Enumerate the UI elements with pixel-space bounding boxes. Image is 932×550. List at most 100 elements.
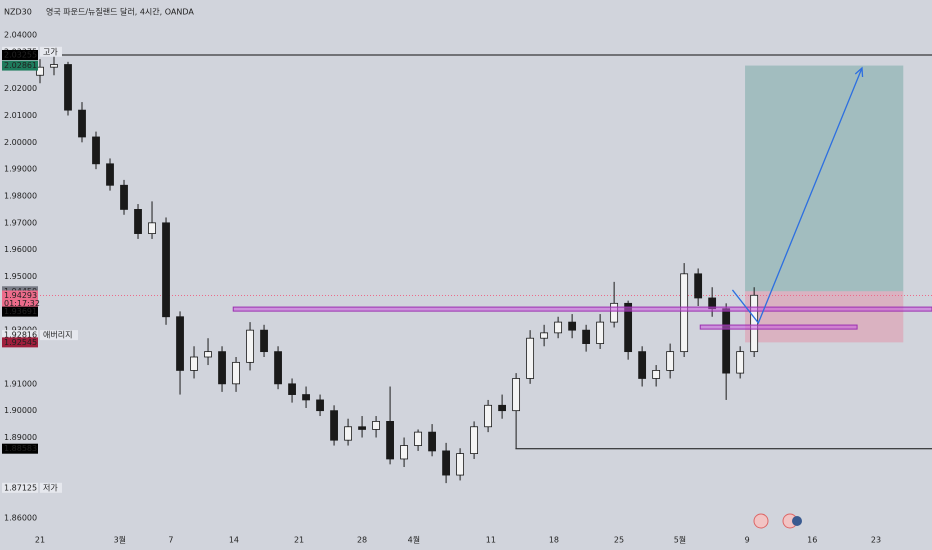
symbol: NZD30 xyxy=(4,8,32,17)
x-tick-label: 16 xyxy=(807,536,817,545)
y-tick-label: 2.02000 xyxy=(4,84,37,93)
y-tick-label: 1.99000 xyxy=(4,165,37,174)
candle-body xyxy=(358,426,366,430)
event-icon[interactable] xyxy=(753,513,769,529)
candle-body xyxy=(78,109,86,138)
price-label: 1.94293 xyxy=(4,291,37,300)
zone xyxy=(232,306,932,312)
candle-body xyxy=(274,351,282,385)
candle-body xyxy=(610,302,619,323)
candle-body xyxy=(526,337,535,379)
y-tick-label: 1.95000 xyxy=(4,272,37,281)
price-tag-box xyxy=(40,330,78,341)
x-tick-label: 28 xyxy=(357,536,367,545)
x-tick-label: 9 xyxy=(745,536,750,545)
x-tick-label: 4월 xyxy=(408,535,420,545)
candle-body xyxy=(442,450,450,476)
candle-body xyxy=(162,222,170,318)
y-tick-label: 1.98000 xyxy=(4,192,37,201)
x-tick-label: 11 xyxy=(486,536,496,545)
x-tick-label: 25 xyxy=(614,536,624,545)
candle-body xyxy=(344,426,352,441)
candle-body xyxy=(414,431,422,446)
candle-body xyxy=(750,294,759,353)
candle-body xyxy=(512,378,521,412)
price-tag-box xyxy=(40,482,62,493)
x-tick-label: 5월 xyxy=(674,535,686,545)
price-label-box xyxy=(2,290,38,309)
countdown: 01:17:32 xyxy=(4,299,40,308)
candle-body xyxy=(316,399,324,412)
price-label: 2.02861 xyxy=(4,61,37,70)
y-tick-label: 1.90000 xyxy=(4,406,37,415)
x-tick-label: 21 xyxy=(294,536,304,545)
event-icon[interactable] xyxy=(792,516,802,526)
y-tick-label: 2.00000 xyxy=(4,138,37,147)
candle-body xyxy=(64,64,72,111)
price-label-box xyxy=(2,60,38,71)
candle-body xyxy=(372,420,380,430)
price-label: 2.03255 xyxy=(4,50,37,59)
candle-body xyxy=(92,136,100,165)
candle-body xyxy=(470,426,478,454)
candle-body xyxy=(218,351,226,385)
projection-arrow xyxy=(731,67,863,325)
candle-body xyxy=(36,66,44,76)
candle-body xyxy=(190,356,198,371)
y-tick-label: 1.91000 xyxy=(4,379,37,388)
zone xyxy=(699,324,858,330)
x-tick-label: 23 xyxy=(871,536,881,545)
price-tag: 저가 xyxy=(43,483,58,492)
price-label: 1.88583 xyxy=(4,444,37,453)
target-zone xyxy=(745,65,904,292)
x-tick-label: 18 xyxy=(549,536,559,545)
price-label-box xyxy=(2,337,38,348)
candle-body xyxy=(624,302,633,353)
candle-body xyxy=(694,273,703,299)
candle-body xyxy=(330,410,338,441)
candle-body xyxy=(498,404,507,412)
arrow-head xyxy=(854,66,864,78)
candle-body xyxy=(540,332,549,339)
candle-body xyxy=(638,351,647,379)
candle-body xyxy=(106,163,114,186)
candle-body xyxy=(120,184,128,210)
candle-body xyxy=(400,445,408,460)
price-label-box xyxy=(2,482,38,493)
candle-body xyxy=(666,351,675,371)
candle-body xyxy=(134,209,142,234)
y-tick-label: 2.04000 xyxy=(4,31,37,40)
price-label-box xyxy=(2,306,38,317)
candle-body xyxy=(204,351,212,358)
candle-body xyxy=(50,64,58,68)
candle-body xyxy=(582,329,591,344)
x-tick-label: 21 xyxy=(35,536,45,545)
candle-body xyxy=(736,351,745,374)
candle-body xyxy=(680,273,689,353)
candle-body xyxy=(260,329,268,353)
y-tick-label: 1.97000 xyxy=(4,218,37,227)
price-label: 1.92545 xyxy=(4,338,37,347)
candle-body xyxy=(386,420,394,460)
candle-body xyxy=(176,316,184,371)
candle-body xyxy=(246,329,254,363)
candle-body xyxy=(232,361,240,385)
x-tick-label: 14 xyxy=(229,536,239,545)
x-tick-label: 7 xyxy=(168,536,173,545)
candle-body xyxy=(554,321,563,334)
candle-body xyxy=(568,321,577,331)
candle-body xyxy=(288,383,296,395)
y-tick-label: 2.01000 xyxy=(4,111,37,120)
stop-zone xyxy=(745,291,904,343)
candle-body xyxy=(596,321,605,344)
y-tick-label: 1.96000 xyxy=(4,245,37,254)
price-label: 1.92816 xyxy=(4,331,37,340)
price-label: 1.87125 xyxy=(4,483,37,492)
candle-body xyxy=(652,370,661,379)
x-tick-label: 3월 xyxy=(114,535,126,545)
y-tick-label: 1.86000 xyxy=(4,514,37,523)
candle-body xyxy=(456,453,464,476)
candle-body xyxy=(428,431,436,452)
